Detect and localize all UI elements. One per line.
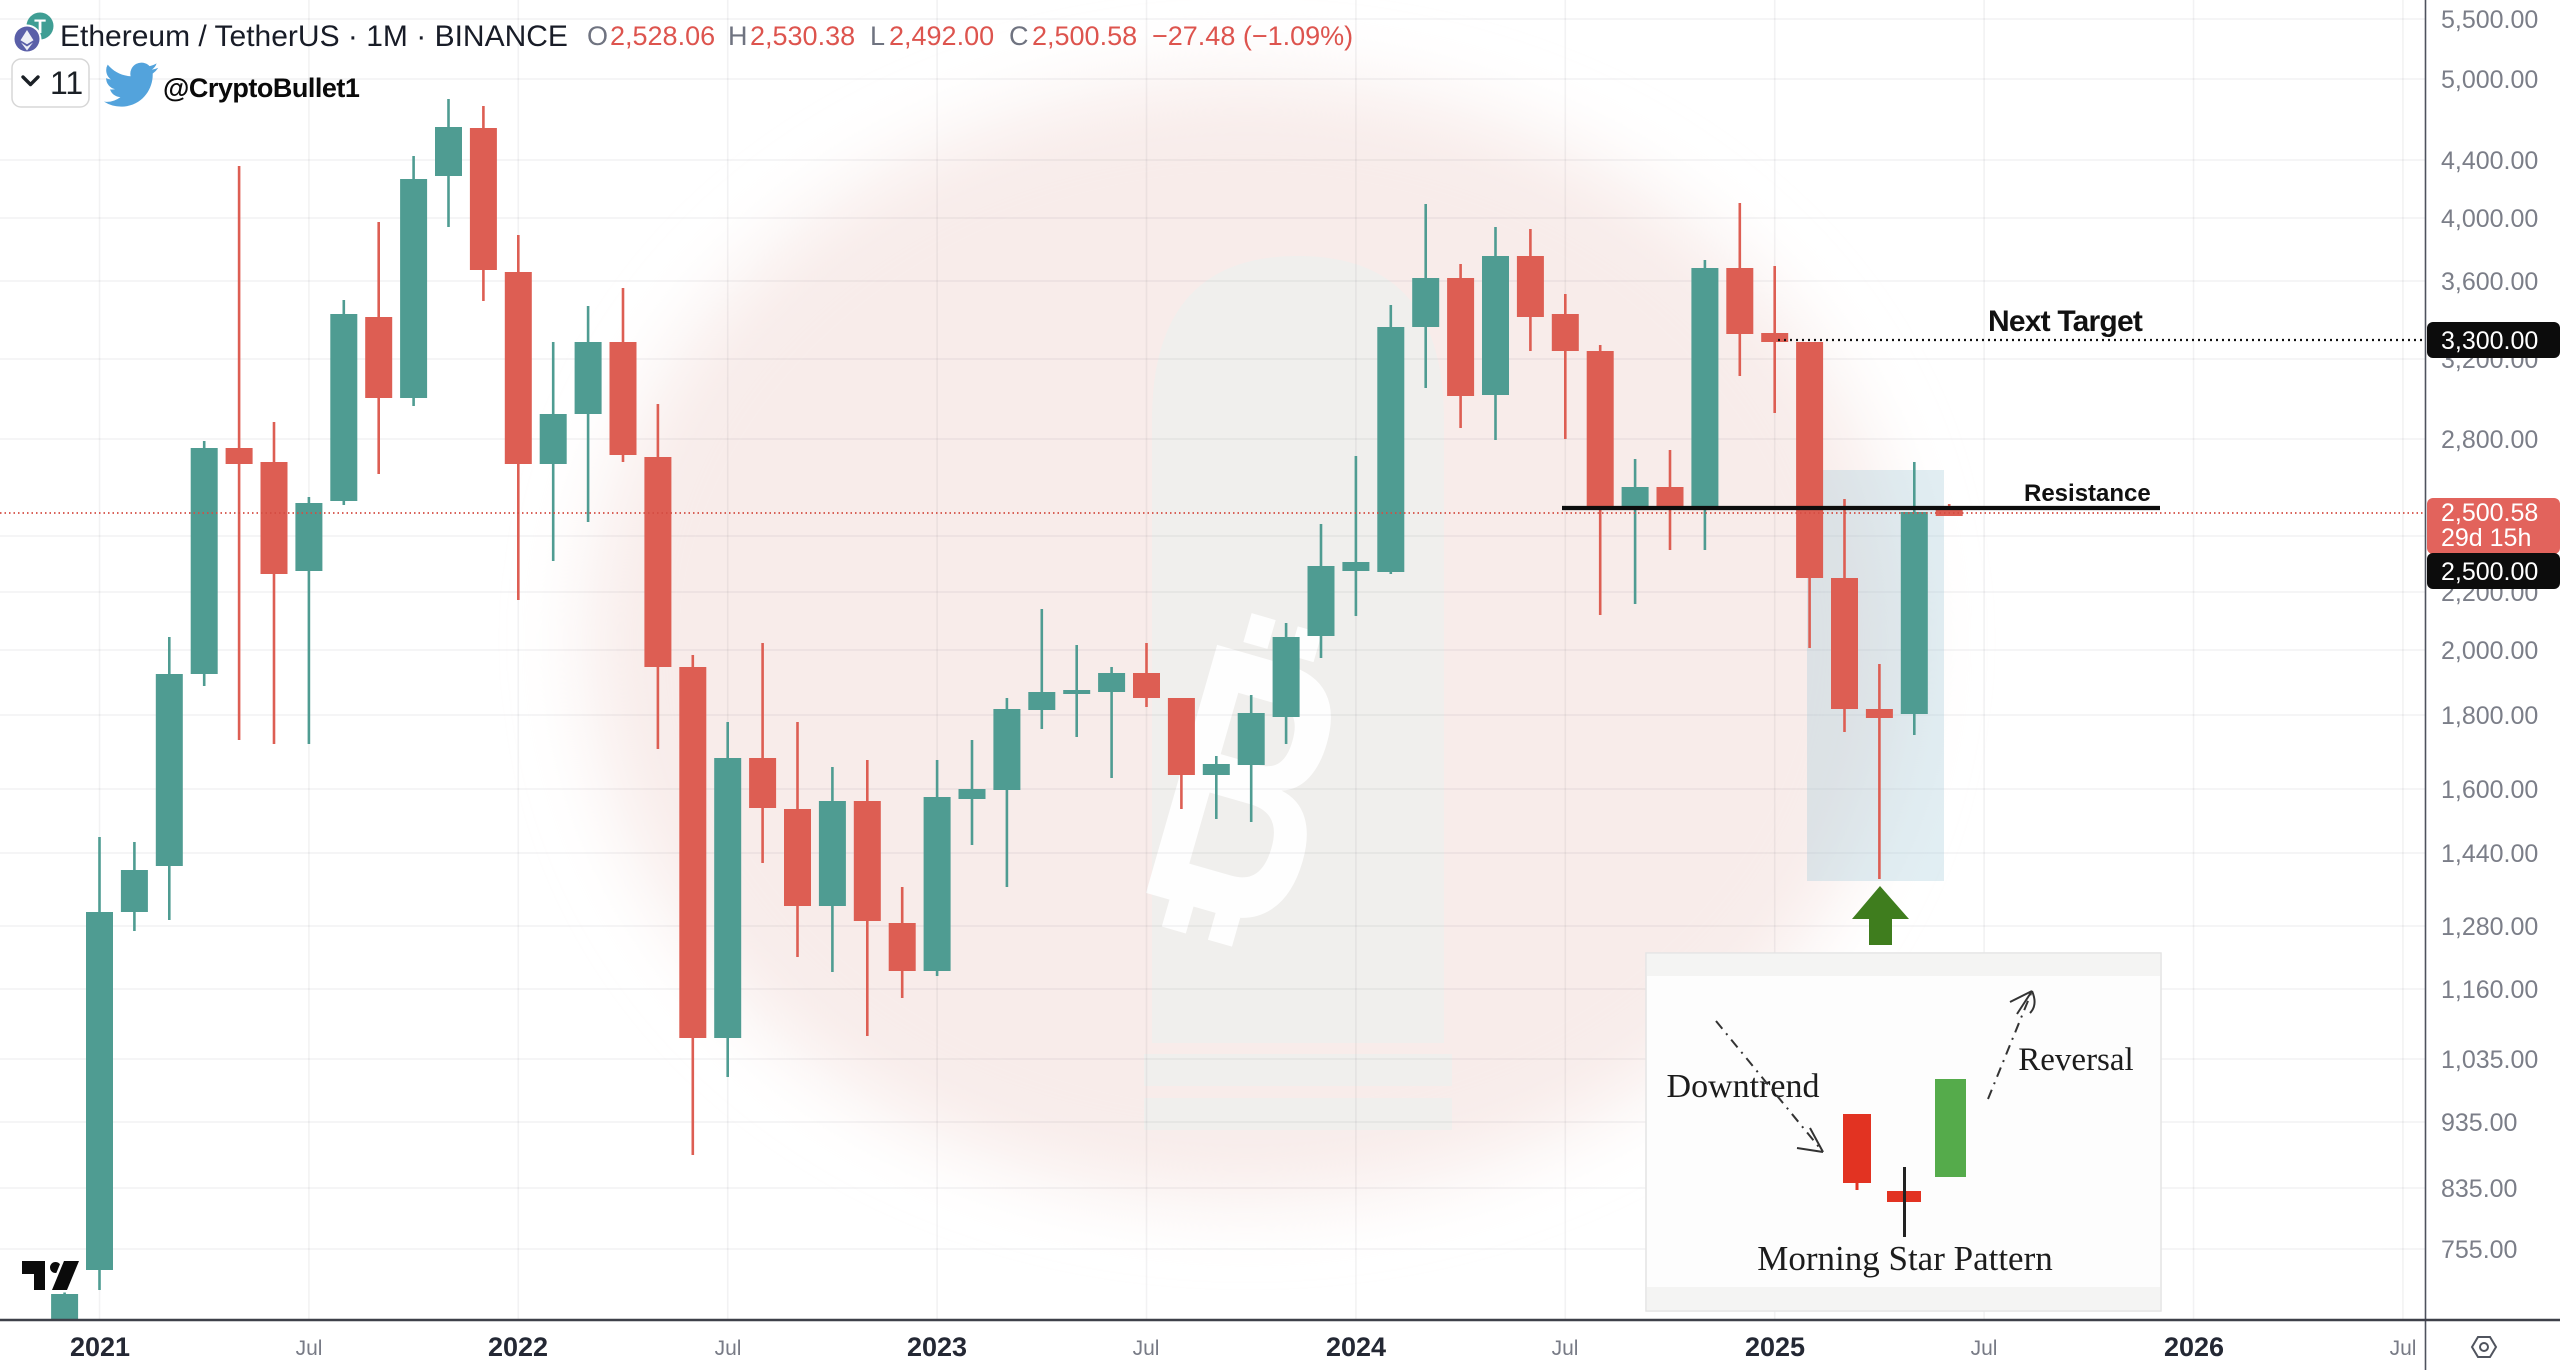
svg-text:2,500.58: 2,500.58 [2441, 499, 2538, 527]
svg-text:755.00: 755.00 [2441, 1236, 2517, 1264]
svg-text:29d 15h: 29d 15h [2441, 524, 2531, 552]
svg-text:4,400.00: 4,400.00 [2441, 147, 2538, 175]
svg-text:Jul: Jul [1133, 1337, 1160, 1360]
svg-text:Jul: Jul [2390, 1337, 2417, 1360]
svg-text:11: 11 [50, 65, 83, 101]
svg-text:2023: 2023 [907, 1332, 967, 1362]
svg-text:2,000.00: 2,000.00 [2441, 637, 2538, 665]
svg-text:3,300.00: 3,300.00 [2441, 327, 2538, 355]
svg-text:1,035.00: 1,035.00 [2441, 1046, 2538, 1074]
svg-text:1,800.00: 1,800.00 [2441, 702, 2538, 730]
svg-text:4,000.00: 4,000.00 [2441, 205, 2538, 233]
svg-text:H: H [728, 21, 748, 51]
svg-text:3,600.00: 3,600.00 [2441, 268, 2538, 296]
svg-text:O: O [587, 21, 608, 51]
svg-text:Resistance: Resistance [2024, 480, 2151, 507]
svg-text:935.00: 935.00 [2441, 1109, 2517, 1137]
svg-text:1,280.00: 1,280.00 [2441, 913, 2538, 941]
svg-text:Jul: Jul [296, 1337, 323, 1360]
svg-text:−27.48 (−1.09%): −27.48 (−1.09%) [1152, 21, 1353, 51]
svg-text:5,000.00: 5,000.00 [2441, 66, 2538, 94]
svg-text:Jul: Jul [715, 1337, 742, 1360]
svg-text:5,500.00: 5,500.00 [2441, 6, 2538, 34]
svg-text:Reversal: Reversal [2018, 1042, 2133, 1078]
svg-text:835.00: 835.00 [2441, 1175, 2517, 1203]
svg-text:2,500.58: 2,500.58 [1032, 21, 1137, 51]
svg-text:2022: 2022 [488, 1332, 548, 1362]
svg-text:Next Target: Next Target [1988, 305, 2143, 338]
svg-text:Jul: Jul [1552, 1337, 1579, 1360]
svg-text:2,530.38: 2,530.38 [750, 21, 855, 51]
svg-text:2,492.00: 2,492.00 [889, 21, 994, 51]
svg-text:2024: 2024 [1326, 1332, 1386, 1362]
svg-text:Jul: Jul [1971, 1337, 1998, 1360]
svg-text:1,160.00: 1,160.00 [2441, 976, 2538, 1004]
svg-text:2026: 2026 [2164, 1332, 2224, 1362]
svg-text:1,600.00: 1,600.00 [2441, 776, 2538, 804]
svg-text:2,800.00: 2,800.00 [2441, 426, 2538, 454]
svg-text:C: C [1009, 21, 1029, 51]
svg-text:@CryptoBullet1: @CryptoBullet1 [163, 73, 360, 103]
svg-text:2025: 2025 [1745, 1332, 1805, 1362]
svg-text:Ethereum / TetherUS · 1M · BIN: Ethereum / TetherUS · 1M · BINANCE [60, 20, 568, 53]
svg-text:2021: 2021 [70, 1332, 130, 1362]
svg-text:1,440.00: 1,440.00 [2441, 840, 2538, 868]
svg-text:2,528.06: 2,528.06 [610, 21, 715, 51]
svg-text:2,500.00: 2,500.00 [2441, 558, 2538, 586]
svg-text:L: L [870, 21, 885, 51]
svg-text:Downtrend: Downtrend [1667, 1068, 1820, 1105]
svg-text:Morning Star Pattern: Morning Star Pattern [1757, 1239, 2053, 1278]
